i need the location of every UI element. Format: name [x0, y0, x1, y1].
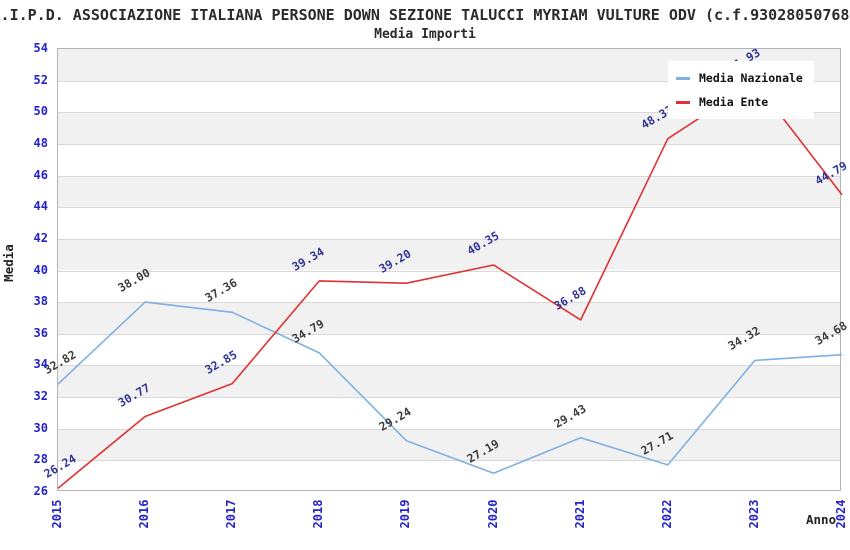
x-tick-label: 2020 [485, 499, 500, 529]
gridline [58, 176, 840, 177]
legend-item-media-nazionale: Media Nazionale [676, 66, 806, 90]
gridline [58, 207, 840, 208]
chart-subtitle: Media Importi [374, 27, 476, 42]
y-tick-label: 46 [33, 167, 48, 182]
legend-label-media-ente: Media Ente [699, 95, 769, 109]
legend-swatch-media-nazionale-icon [676, 76, 690, 80]
legend-label-media-nazionale: Media Nazionale [699, 71, 803, 85]
y-tick-label: 48 [33, 135, 48, 150]
gridline [58, 144, 840, 145]
x-axis-title: Anno [806, 512, 837, 527]
chart-title: A.I.P.D. ASSOCIAZIONE ITALIANA PERSONE D… [0, 6, 850, 24]
x-tick-label: 2022 [659, 499, 674, 529]
gridline [58, 302, 840, 303]
background-band [58, 365, 840, 398]
gridline [58, 271, 840, 272]
x-tick-label: 2015 [50, 499, 64, 529]
background-band [58, 238, 840, 271]
gridline [58, 460, 840, 461]
background-band [58, 428, 840, 461]
gridline [58, 112, 840, 113]
gridline [58, 429, 840, 430]
legend-swatch-media-ente-icon [676, 100, 690, 104]
y-tick-label: 44 [33, 199, 48, 214]
y-tick-label: 28 [33, 452, 48, 467]
y-tick-label: 30 [33, 420, 48, 435]
background-band [58, 175, 840, 208]
gridline [58, 81, 840, 82]
x-tick-label: 2023 [746, 499, 761, 529]
plot-area [57, 48, 843, 491]
x-tick-label: 2021 [572, 499, 587, 529]
y-tick-label: 38 [33, 294, 48, 309]
y-tick-label: 34 [33, 357, 48, 372]
x-tick-label: 2019 [398, 499, 413, 529]
x-tick-label: 2017 [224, 499, 239, 529]
gridline [58, 397, 840, 398]
gridline [58, 239, 840, 240]
gridline [58, 334, 840, 335]
y-tick-label: 40 [33, 262, 48, 277]
legend: Media Nazionale Media Ente [668, 61, 814, 119]
y-tick-label: 42 [33, 230, 48, 245]
y-tick-label: 50 [33, 104, 48, 119]
y-tick-label: 36 [33, 325, 48, 340]
legend-item-media-ente: Media Ente [676, 90, 806, 114]
y-tick-label: 52 [33, 72, 48, 87]
line-media-ente [57, 80, 843, 489]
line-media-nazionale [57, 301, 843, 475]
gridline [58, 365, 840, 366]
y-tick-label: 26 [33, 484, 48, 498]
x-tick-label: 2018 [311, 499, 326, 529]
x-tick-label: 2016 [137, 499, 152, 529]
y-tick-label: 32 [33, 389, 48, 404]
y-tick-label: 54 [33, 41, 48, 55]
